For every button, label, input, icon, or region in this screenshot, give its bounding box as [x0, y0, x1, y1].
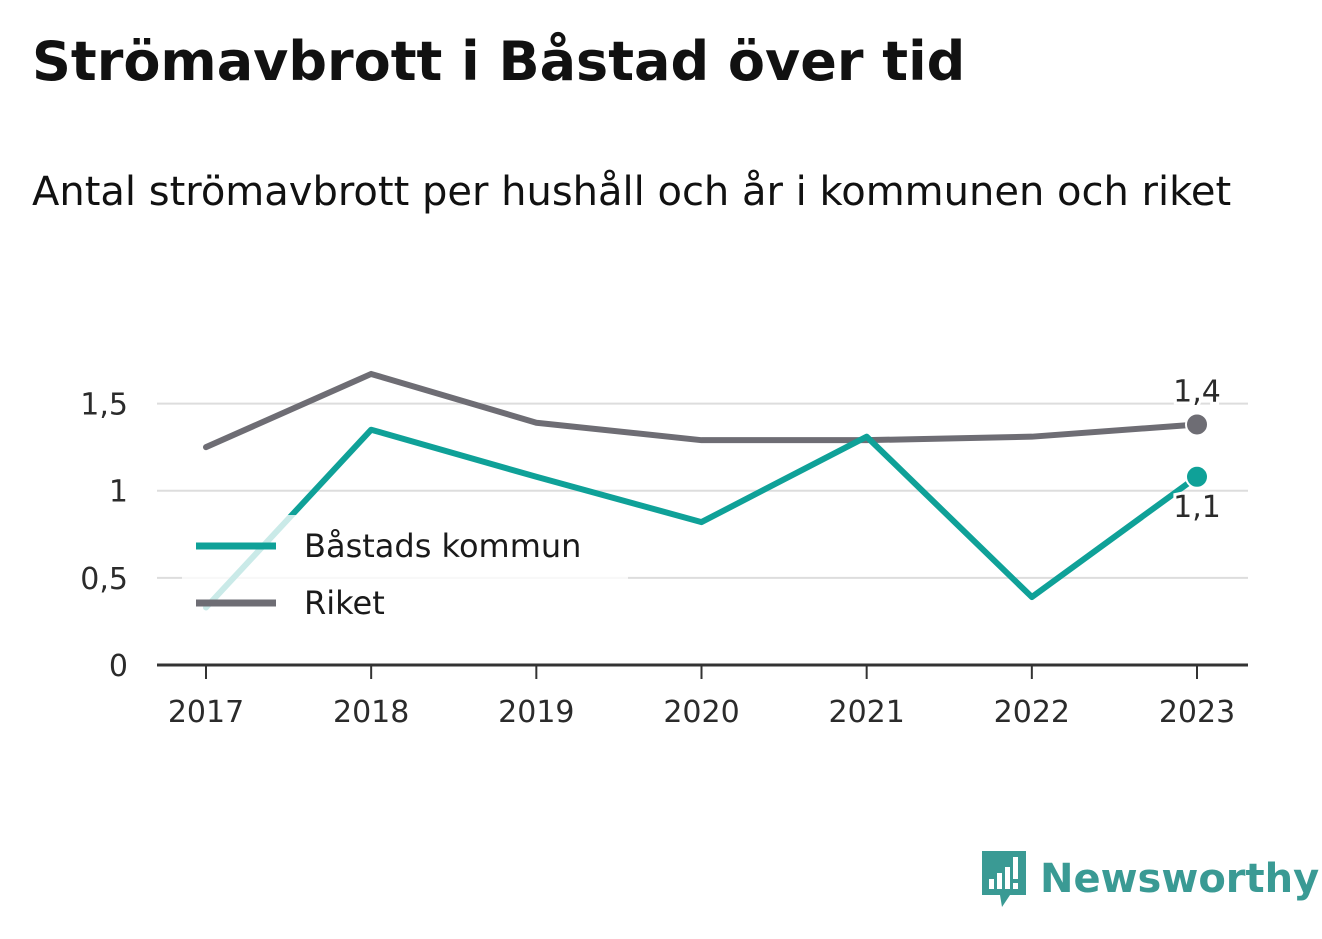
- end-value-label: 1,4: [1173, 374, 1221, 409]
- series-line-riket: [203, 370, 1200, 451]
- y-tick-label: 0: [109, 649, 128, 684]
- x-tick-label: 2021: [828, 695, 904, 730]
- series-line-bastad: [203, 426, 1200, 611]
- legend-label: Båstads kommun: [304, 527, 581, 565]
- chart-subtitle: Antal strömavbrott per hushåll och år i …: [32, 169, 1232, 215]
- end-marker: [1185, 412, 1209, 437]
- y-tick-label: 1,5: [80, 388, 128, 423]
- legend: Båstads kommun Riket: [182, 515, 628, 635]
- newsworthy-logo[interactable]: Newsworthy: [980, 848, 1319, 910]
- legend-label: Riket: [304, 584, 385, 622]
- y-tick-label: 1: [109, 475, 128, 510]
- brand-name: Newsworthy: [1040, 856, 1320, 902]
- end-marker: [1185, 464, 1209, 489]
- end-markers: 1,1 1,4: [1170, 371, 1224, 527]
- x-tick-label: 2020: [663, 695, 739, 730]
- bar-chart-logo-icon: [982, 851, 1026, 907]
- x-tick-label: 2023: [1159, 695, 1235, 730]
- x-tick-label: 2022: [994, 695, 1070, 730]
- x-tick-label: 2017: [168, 695, 244, 730]
- x-tick-label: 2019: [498, 695, 574, 730]
- legend-background: [182, 515, 628, 635]
- x-tick-label: 2018: [333, 695, 409, 730]
- y-tick-label: 0,5: [80, 562, 128, 597]
- end-value-label: 1,1: [1173, 490, 1221, 525]
- series-lines: [203, 370, 1200, 611]
- chart-title: Strömavbrott i Båstad över tid: [32, 30, 966, 93]
- axes: 0 0,5 1 1,5 2017 2018 2019 2020 2021 2022 2023: [80, 388, 1248, 730]
